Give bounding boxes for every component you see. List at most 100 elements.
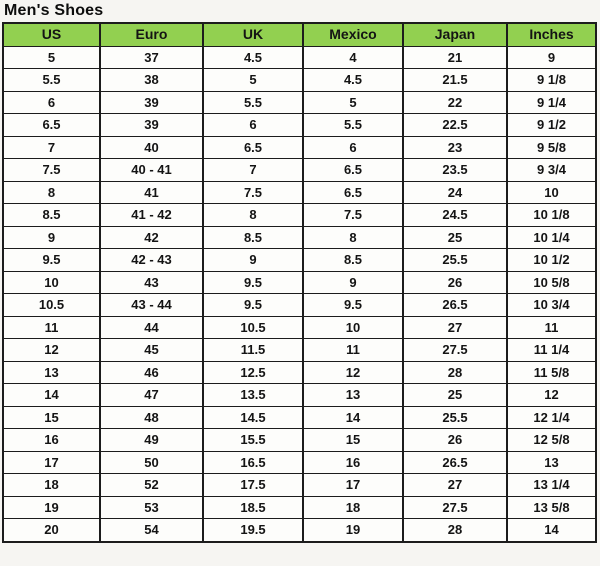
table-cell: 15 [2,405,101,429]
table-cell: 18 [302,495,404,519]
table-cell: 9.5 [202,270,304,294]
table-cell: 53 [99,495,204,519]
column-header-japan: Japan [402,22,508,47]
table-cell: 22.5 [402,113,508,137]
table-cell: 39 [99,113,204,137]
table-cell: 6.5 [302,180,404,204]
table-cell: 12 [302,360,404,384]
table-cell: 26 [402,428,508,452]
table-cell: 40 - 41 [99,158,204,182]
table-cell: 10.5 [202,315,304,339]
table-cell: 26 [402,270,508,294]
table-cell: 27.5 [402,495,508,519]
table-cell: 13 5/8 [506,495,597,519]
table-row: 19 53 18.5 18 27.5 13 5/8 [2,495,597,519]
table-cell: 12.5 [202,360,304,384]
table-cell: 9 1/8 [506,68,597,92]
table-cell: 48 [99,405,204,429]
table-row: 18 52 17.5 17 27 13 1/4 [2,473,597,497]
table-cell: 12 [2,338,101,362]
table-cell: 10 [302,315,404,339]
table-row: 9 42 8.5 8 25 10 1/4 [2,225,597,249]
table-cell: 9 1/2 [506,113,597,137]
table-cell: 17 [2,450,101,474]
table-cell: 42 [99,225,204,249]
table-cell: 18 [2,473,101,497]
column-header-uk: UK [202,22,304,47]
table-cell: 9 [2,225,101,249]
table-cell: 25 [402,225,508,249]
table-cell: 7 [202,158,304,182]
table-cell: 25.5 [402,248,508,272]
table-cell: 25.5 [402,405,508,429]
table-cell: 6.5 [302,158,404,182]
table-cell: 18.5 [202,495,304,519]
table-cell: 45 [99,338,204,362]
table-cell: 8.5 [202,225,304,249]
table-cell: 16 [2,428,101,452]
table-cell: 10 1/2 [506,248,597,272]
table-cell: 13 [506,450,597,474]
table-cell: 6 [202,113,304,137]
table-cell: 46 [99,360,204,384]
page-title: Men's Shoes [4,2,104,19]
table-cell: 13.5 [202,383,304,407]
table-cell: 27.5 [402,338,508,362]
table-cell: 47 [99,383,204,407]
table-cell: 26.5 [402,293,508,317]
table-cell: 50 [99,450,204,474]
table-cell: 27 [402,315,508,339]
table-cell: 11 [2,315,101,339]
table-cell: 21.5 [402,68,508,92]
table-cell: 23 [402,135,508,159]
table-cell: 9 1/4 [506,90,597,114]
table-row: 20 54 19.5 19 28 14 [2,518,597,542]
table-cell: 9 5/8 [506,135,597,159]
table-cell: 19.5 [202,518,304,542]
table-row: 12 45 11.5 11 27.5 11 1/4 [2,338,597,362]
table-row: 10.5 43 - 44 9.5 9.5 26.5 10 3/4 [2,293,597,317]
table-cell: 13 [2,360,101,384]
table-cell: 43 - 44 [99,293,204,317]
table-cell: 13 1/4 [506,473,597,497]
table-cell: 7.5 [202,180,304,204]
table-row: 9.5 42 - 43 9 8.5 25.5 10 1/2 [2,248,597,272]
table-cell: 22 [402,90,508,114]
table-cell: 10.5 [2,293,101,317]
table-cell: 13 [302,383,404,407]
table-cell: 11 1/4 [506,338,597,362]
table-cell: 9 3/4 [506,158,597,182]
table-cell: 39 [99,90,204,114]
table-row: 8.5 41 - 42 8 7.5 24.5 10 1/8 [2,203,597,227]
table-cell: 24 [402,180,508,204]
table-cell: 11 [506,315,597,339]
table-cell: 7.5 [302,203,404,227]
table-cell: 17 [302,473,404,497]
table-cell: 38 [99,68,204,92]
table-cell: 9.5 [302,293,404,317]
table-cell: 20 [2,518,101,542]
table-row: 7.5 40 - 41 7 6.5 23.5 9 3/4 [2,158,597,182]
table-cell: 4.5 [302,68,404,92]
table-cell: 6.5 [202,135,304,159]
table-cell: 12 [506,383,597,407]
table-cell: 7 [2,135,101,159]
table-body: 5 37 4.5 4 21 9 5.5 38 5 4.5 21.5 9 1/8 6 39 5.5 5 22 9 1… [2,45,597,542]
table-row: 6.5 39 6 5.5 22.5 9 1/2 [2,113,597,137]
table-cell: 49 [99,428,204,452]
table-cell: 10 5/8 [506,270,597,294]
table-cell: 12 5/8 [506,428,597,452]
table-cell: 9 [202,248,304,272]
table-cell: 52 [99,473,204,497]
table-cell: 11 5/8 [506,360,597,384]
table-cell: 5.5 [302,113,404,137]
table-cell: 5.5 [202,90,304,114]
table-cell: 24.5 [402,203,508,227]
table-cell: 37 [99,45,204,69]
table-cell: 27 [402,473,508,497]
column-header-us: US [2,22,101,47]
table-cell: 6.5 [2,113,101,137]
table-cell: 12 1/4 [506,405,597,429]
column-header-mexico: Mexico [302,22,404,47]
table-cell: 10 1/8 [506,203,597,227]
